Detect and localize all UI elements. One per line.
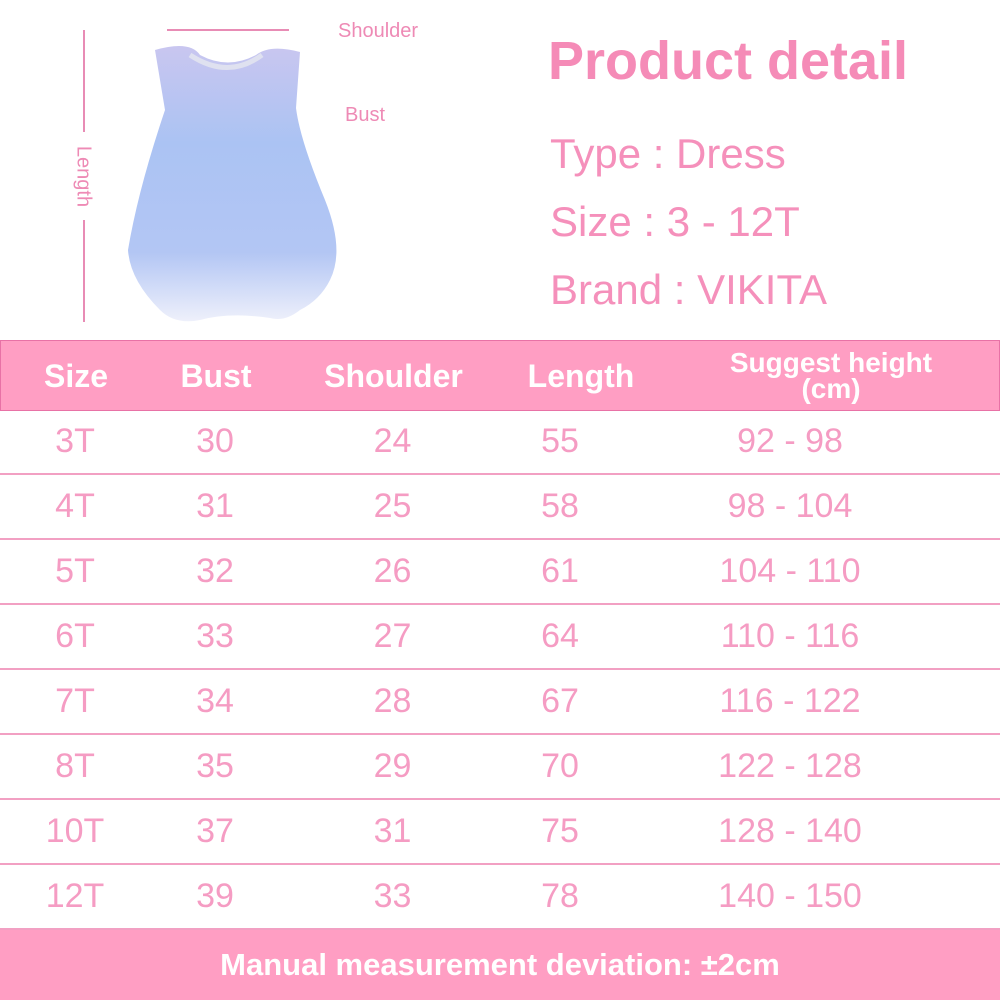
cell-size: 3T — [55, 422, 95, 460]
table-row: 5T 32 26 61 104 - 110 — [0, 540, 1000, 605]
table-row: 12T 39 33 78 140 - 150 — [0, 865, 1000, 930]
cell-length: 58 — [541, 487, 579, 525]
cell-suggest-height: 140 - 150 — [718, 877, 862, 915]
product-brand: Brand : VIKITA — [550, 266, 827, 313]
header-suggest-height: Suggest height (cm) — [691, 341, 971, 410]
cell-bust: 39 — [196, 877, 234, 915]
cell-shoulder: 26 — [373, 552, 412, 590]
cell-length: 55 — [541, 422, 579, 460]
cell-suggest-height: 122 - 128 — [718, 747, 862, 785]
cell-length: 78 — [541, 877, 579, 915]
cell-suggest-height: 98 - 104 — [727, 487, 853, 525]
cell-suggest-height: 128 - 140 — [718, 812, 862, 850]
cell-size: 10T — [45, 812, 105, 850]
cell-shoulder: 33 — [373, 877, 412, 915]
cell-shoulder: 31 — [373, 812, 412, 850]
cell-shoulder: 25 — [373, 487, 412, 525]
cell-suggest-height: 104 - 110 — [719, 552, 861, 590]
cell-size: 12T — [45, 877, 105, 915]
cell-bust: 35 — [196, 747, 234, 785]
cell-shoulder: 28 — [373, 682, 412, 720]
cell-size: 6T — [55, 617, 95, 655]
table-row: 8T 35 29 70 122 - 128 — [0, 735, 1000, 800]
cell-bust: 30 — [196, 422, 234, 460]
size-table-header: Size Bust Shoulder Length Suggest height… — [0, 340, 1000, 411]
cell-length: 67 — [541, 682, 579, 720]
cell-bust: 37 — [196, 812, 234, 850]
cell-size: 7T — [55, 682, 95, 720]
table-row: 4T 31 25 58 98 - 104 — [0, 475, 1000, 540]
cell-suggest-height: 92 - 98 — [737, 422, 843, 460]
header-suggest-height-unit: (cm) — [801, 372, 861, 404]
dress-image — [83, 29, 337, 322]
cell-length: 64 — [541, 617, 579, 655]
table-row: 6T 33 27 64 110 - 116 — [0, 605, 1000, 670]
shoulder-label: Shoulder — [338, 20, 419, 42]
dress-diagram: Shoulder Bust Length — [0, 0, 450, 335]
dress-shape — [128, 46, 337, 322]
cell-suggest-height: 110 - 116 — [720, 617, 860, 655]
header-shoulder: Shoulder — [324, 357, 463, 394]
header-size: Size — [43, 357, 109, 394]
product-title: Product detail — [548, 31, 909, 91]
cell-size: 5T — [55, 552, 95, 590]
header-bust: Bust — [180, 357, 252, 394]
cell-suggest-height: 116 - 122 — [719, 682, 861, 720]
cell-length: 61 — [541, 552, 579, 590]
header-length: Length — [527, 357, 635, 394]
cell-shoulder: 24 — [373, 422, 412, 460]
cell-bust: 34 — [196, 682, 234, 720]
product-size: Size : 3 - 12T — [550, 198, 800, 245]
bust-label: Bust — [345, 104, 386, 126]
cell-bust: 33 — [196, 617, 234, 655]
cell-size: 4T — [55, 487, 95, 525]
cell-bust: 32 — [196, 552, 234, 590]
cell-length: 75 — [541, 812, 579, 850]
cell-length: 70 — [541, 747, 579, 785]
cell-size: 8T — [55, 747, 95, 785]
table-row: 3T 30 24 55 92 - 98 — [0, 410, 1000, 475]
cell-shoulder: 27 — [373, 617, 412, 655]
measurement-note: Manual measurement deviation: ±2cm — [0, 930, 1000, 1000]
cell-bust: 31 — [196, 487, 234, 525]
table-row: 10T 37 31 75 128 - 140 — [0, 800, 1000, 865]
header-suggest-height-line1: Suggest height — [729, 346, 933, 378]
table-row: 7T 34 28 67 116 - 122 — [0, 670, 1000, 735]
length-label: Length — [72, 145, 95, 208]
product-type: Type : Dress — [550, 130, 786, 177]
cell-shoulder: 29 — [373, 747, 412, 785]
